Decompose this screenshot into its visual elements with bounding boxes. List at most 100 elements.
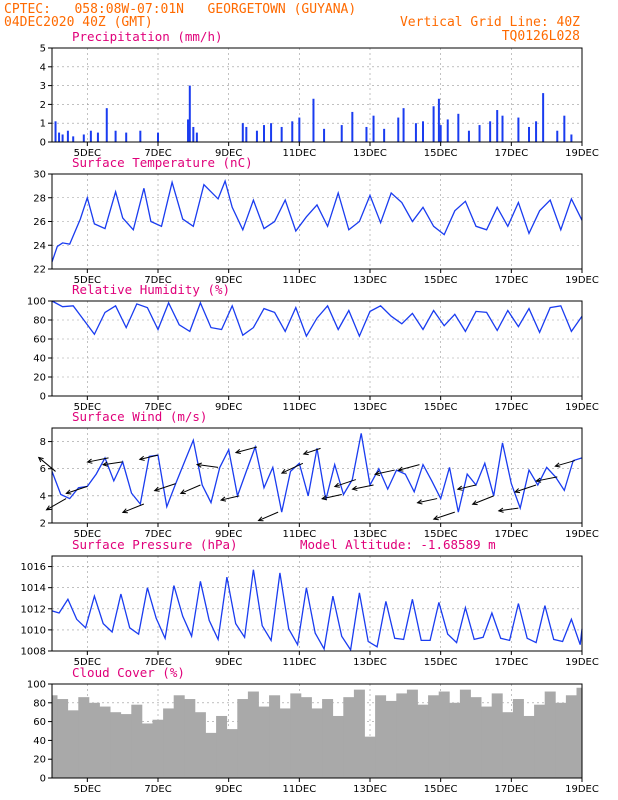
- cloud-bar: [534, 704, 546, 778]
- panel-title: Cloud Cover (%): [72, 665, 185, 680]
- cloud-bar: [544, 691, 556, 778]
- precip-bar: [432, 106, 435, 142]
- wind-arrow: [374, 469, 395, 476]
- panel-title: Surface Pressure (hPa): [72, 537, 238, 552]
- x-tick-label: 7DEC: [144, 148, 171, 159]
- y-tick-label: 20: [33, 373, 46, 384]
- precip-bar: [139, 130, 142, 142]
- cloud-bar: [385, 700, 397, 778]
- y-tick-label: 5: [40, 44, 46, 55]
- cloud-bar: [428, 695, 440, 778]
- x-tick-label: 17DEC: [494, 529, 528, 540]
- precip-bar: [255, 130, 258, 142]
- cloud-bar: [194, 712, 206, 778]
- x-tick-label: 17DEC: [494, 275, 528, 286]
- wind-arrow-shaft: [555, 460, 576, 467]
- header-station: CPTEC: 058:08W-07:01N GEORGETOWN (GUYANA…: [4, 2, 356, 17]
- y-tick-label: 24: [33, 241, 46, 252]
- wind-arrow-head: [280, 468, 287, 474]
- cloud-bar: [279, 708, 291, 778]
- precip-bar: [570, 134, 573, 142]
- wind-arrow-head: [86, 458, 93, 464]
- wind-arrow-shaft: [122, 503, 145, 513]
- precip-bar: [58, 132, 61, 142]
- cloud-bar: [131, 704, 143, 778]
- y-tick-label: 1012: [21, 604, 46, 615]
- panel-frame: [51, 427, 583, 524]
- wind-arrow: [257, 511, 279, 522]
- y-tick-label: 1008: [21, 647, 46, 658]
- precip-bar: [280, 126, 283, 142]
- precip-bar: [188, 85, 191, 142]
- wind-arrow: [280, 462, 304, 474]
- wind-arrow-shaft: [154, 483, 176, 492]
- wind-arrow-head: [153, 486, 160, 492]
- precip-bar: [125, 132, 128, 142]
- cloud-bar: [353, 689, 365, 778]
- cloud-bar: [258, 706, 270, 778]
- cloud-bar: [459, 689, 471, 778]
- wind-arrow: [101, 461, 123, 467]
- wind-arrow-shaft: [352, 484, 374, 490]
- precip-bar: [365, 126, 368, 142]
- precip-bar: [556, 130, 559, 142]
- wind-arrow: [219, 495, 240, 502]
- cloud-bar: [396, 693, 408, 778]
- precip-bar: [192, 126, 195, 142]
- model-altitude-label: Model Altitude: -1.68589 m: [300, 537, 496, 552]
- cloud-bar: [110, 712, 122, 778]
- panel-6: 0 20 40 60 80 100 5DEC 7DEC 9DEC 11DEC 13DEC 15DEC 1…: [27, 665, 599, 795]
- wind-arrow-shaft: [398, 464, 420, 471]
- x-tick-label: 11DEC: [282, 784, 316, 795]
- precip-bar: [340, 125, 343, 142]
- cloud-bar: [523, 715, 535, 778]
- wind-arrow-head: [37, 456, 44, 463]
- panel-title: Precipitation (mm/h): [72, 29, 223, 44]
- wind-arrow: [456, 484, 477, 491]
- panel-frame: [51, 683, 583, 779]
- x-tick-label: 15DEC: [424, 657, 458, 668]
- wind-arrow: [121, 503, 145, 514]
- x-tick-label: 5DEC: [74, 148, 101, 159]
- y-tick-label: 28: [33, 193, 46, 204]
- panel-title: Relative Humidity (%): [72, 282, 230, 297]
- wind-arrow: [432, 511, 455, 521]
- precip-bar: [114, 130, 117, 142]
- precip-bar: [528, 126, 530, 142]
- wind-arrow: [535, 476, 558, 483]
- y-tick-label: 1010: [21, 625, 46, 636]
- x-tick-label: 15DEC: [424, 148, 458, 159]
- precip-bar: [457, 113, 460, 142]
- cloud-bar: [88, 702, 100, 778]
- precip-bar: [54, 121, 57, 142]
- wind-arrow-head: [257, 516, 264, 522]
- precip-bar: [372, 115, 375, 142]
- wind-arrow: [138, 454, 159, 461]
- precip-bar: [437, 98, 440, 142]
- x-tick-label: 7DEC: [144, 657, 171, 668]
- wind-arrow-head: [121, 508, 128, 514]
- wind-arrow-shaft: [180, 484, 201, 494]
- precip-bar: [245, 126, 248, 142]
- wind-arrow-head: [179, 489, 186, 495]
- precip-bar: [402, 108, 405, 142]
- precip-bar: [187, 119, 190, 142]
- y-tick-label: 0: [40, 138, 46, 149]
- x-tick-label: 17DEC: [494, 148, 528, 159]
- header-date: 04DEC2020 40Z (GMT): [4, 15, 153, 30]
- cloud-bar: [375, 695, 387, 778]
- panel-2: 22 24 26 28 30 5DEC 7DEC 9DEC 11DEC 13DEC 15DEC 17D…: [33, 155, 599, 286]
- wind-arrow: [333, 479, 357, 488]
- temperature-line: [51, 179, 583, 263]
- y-tick-label: 6: [40, 464, 46, 475]
- wind-arrow-shaft: [46, 498, 67, 511]
- panel-3: 0 20 40 60 80 100 5DEC 7DEC 9DEC 11DEC 13DEC 15DEC 1…: [27, 282, 599, 413]
- x-tick-label: 19DEC: [565, 275, 599, 286]
- wind-arrow-shaft: [139, 454, 159, 460]
- wind-arrow-shaft: [258, 511, 279, 522]
- y-tick-label: 60: [33, 717, 46, 728]
- wind-arrow: [513, 484, 537, 494]
- cloud-bar: [99, 706, 111, 778]
- wind-arrow-shaft: [433, 511, 455, 520]
